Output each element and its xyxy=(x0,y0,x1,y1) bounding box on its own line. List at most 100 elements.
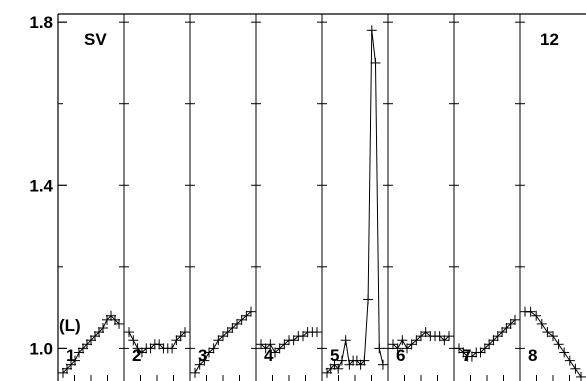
panel-label-6: 6 xyxy=(396,346,405,365)
data-point-marker xyxy=(439,335,450,346)
data-point-marker xyxy=(194,359,205,370)
data-point-marker xyxy=(525,306,536,317)
data-point-marker xyxy=(363,294,374,305)
data-point-marker xyxy=(124,327,134,338)
data-point-marker xyxy=(416,331,426,342)
data-point-marker xyxy=(82,339,92,350)
data-point-marker xyxy=(128,335,139,346)
data-point-marker xyxy=(236,314,247,325)
unit-label: (L) xyxy=(59,316,81,335)
data-point-marker xyxy=(132,343,143,354)
data-point-marker xyxy=(94,327,104,338)
data-point-marker xyxy=(175,331,186,342)
data-point-marker xyxy=(388,339,398,350)
data-point-marker xyxy=(136,347,147,358)
data-point-marker xyxy=(488,335,499,346)
y-tick-label: 1.8 xyxy=(29,13,53,32)
data-point-marker xyxy=(497,327,508,338)
panel-label-8: 8 xyxy=(528,346,537,365)
data-point-marker xyxy=(246,306,256,317)
data-point-marker xyxy=(265,339,276,350)
data-point-marker xyxy=(542,327,553,338)
series-line-panel-8 xyxy=(525,311,582,378)
data-point-marker xyxy=(420,327,431,338)
data-point-marker xyxy=(374,343,385,354)
data-point-marker xyxy=(531,310,542,321)
data-point-marker xyxy=(340,335,351,346)
data-point-marker xyxy=(553,339,564,350)
data-point-marker xyxy=(576,371,586,381)
data-point-marker xyxy=(434,331,445,342)
data-point-marker xyxy=(392,343,403,354)
data-point-marker xyxy=(510,314,520,325)
data-point-marker xyxy=(154,339,165,350)
panel-layer xyxy=(74,14,570,381)
data-point-marker xyxy=(199,355,210,366)
data-point-marker xyxy=(167,343,178,354)
data-point-marker xyxy=(559,347,570,358)
data-point-marker xyxy=(66,359,76,370)
data-point-marker xyxy=(548,331,558,342)
data-point-marker xyxy=(260,343,271,354)
data-point-marker xyxy=(279,339,290,350)
data-point-marker xyxy=(336,355,347,366)
panel-label-4: 4 xyxy=(264,346,274,365)
panel-label-1: 1 xyxy=(66,346,75,365)
data-point-marker xyxy=(397,335,408,346)
data-point-marker xyxy=(333,363,344,374)
data-point-marker xyxy=(90,331,100,342)
panel-label-5: 5 xyxy=(330,346,339,365)
data-point-marker xyxy=(227,322,238,333)
data-point-marker xyxy=(70,355,80,366)
data-point-marker xyxy=(208,343,219,354)
data-point-marker xyxy=(359,355,370,366)
data-point-marker xyxy=(58,367,68,378)
corner-right-label: 12 xyxy=(540,30,559,49)
data-point-marker xyxy=(241,310,252,321)
y-tick-label: 1.0 xyxy=(29,339,53,358)
data-point-marker xyxy=(213,335,224,346)
data-point-marker xyxy=(288,335,299,346)
data-point-marker xyxy=(145,343,156,354)
panel-label-3: 3 xyxy=(198,346,207,365)
data-point-marker xyxy=(366,25,377,36)
data-point-marker xyxy=(190,367,200,378)
panel-label-2: 2 xyxy=(132,346,141,365)
label-layer: SV 12 (L) 1.01.41.81 2 3 4 5 6 7 8 xyxy=(29,13,559,365)
data-point-marker xyxy=(501,322,512,333)
data-point-marker xyxy=(492,331,503,342)
data-point-marker xyxy=(114,318,124,329)
data-point-marker xyxy=(458,347,469,358)
data-point-marker xyxy=(274,343,285,354)
data-point-marker xyxy=(444,331,454,342)
data-point-marker xyxy=(98,322,108,333)
data-point-marker xyxy=(406,339,417,350)
series-layer xyxy=(58,25,586,381)
data-point-marker xyxy=(270,347,280,358)
data-point-marker xyxy=(484,339,495,350)
data-point-marker xyxy=(180,327,190,338)
data-point-marker xyxy=(370,57,381,68)
data-point-marker xyxy=(378,359,388,370)
panel-label-7: 7 xyxy=(462,346,471,365)
data-point-marker xyxy=(505,318,516,329)
data-point-marker xyxy=(78,343,88,354)
data-point-marker xyxy=(110,314,120,325)
data-point-marker xyxy=(86,335,96,346)
data-point-marker xyxy=(218,331,228,342)
data-point-marker xyxy=(466,351,477,362)
data-point-marker xyxy=(312,327,322,338)
data-point-marker xyxy=(62,363,72,374)
data-point-marker xyxy=(74,347,84,358)
y-tick-label: 1.4 xyxy=(29,176,53,195)
data-point-marker xyxy=(298,331,308,342)
data-point-marker xyxy=(536,318,547,329)
data-point-marker xyxy=(411,335,422,346)
data-point-marker xyxy=(402,343,412,354)
data-point-marker xyxy=(256,339,266,350)
data-point-marker xyxy=(479,343,490,354)
data-point-marker xyxy=(171,335,182,346)
corner-left-label: SV xyxy=(84,30,107,49)
